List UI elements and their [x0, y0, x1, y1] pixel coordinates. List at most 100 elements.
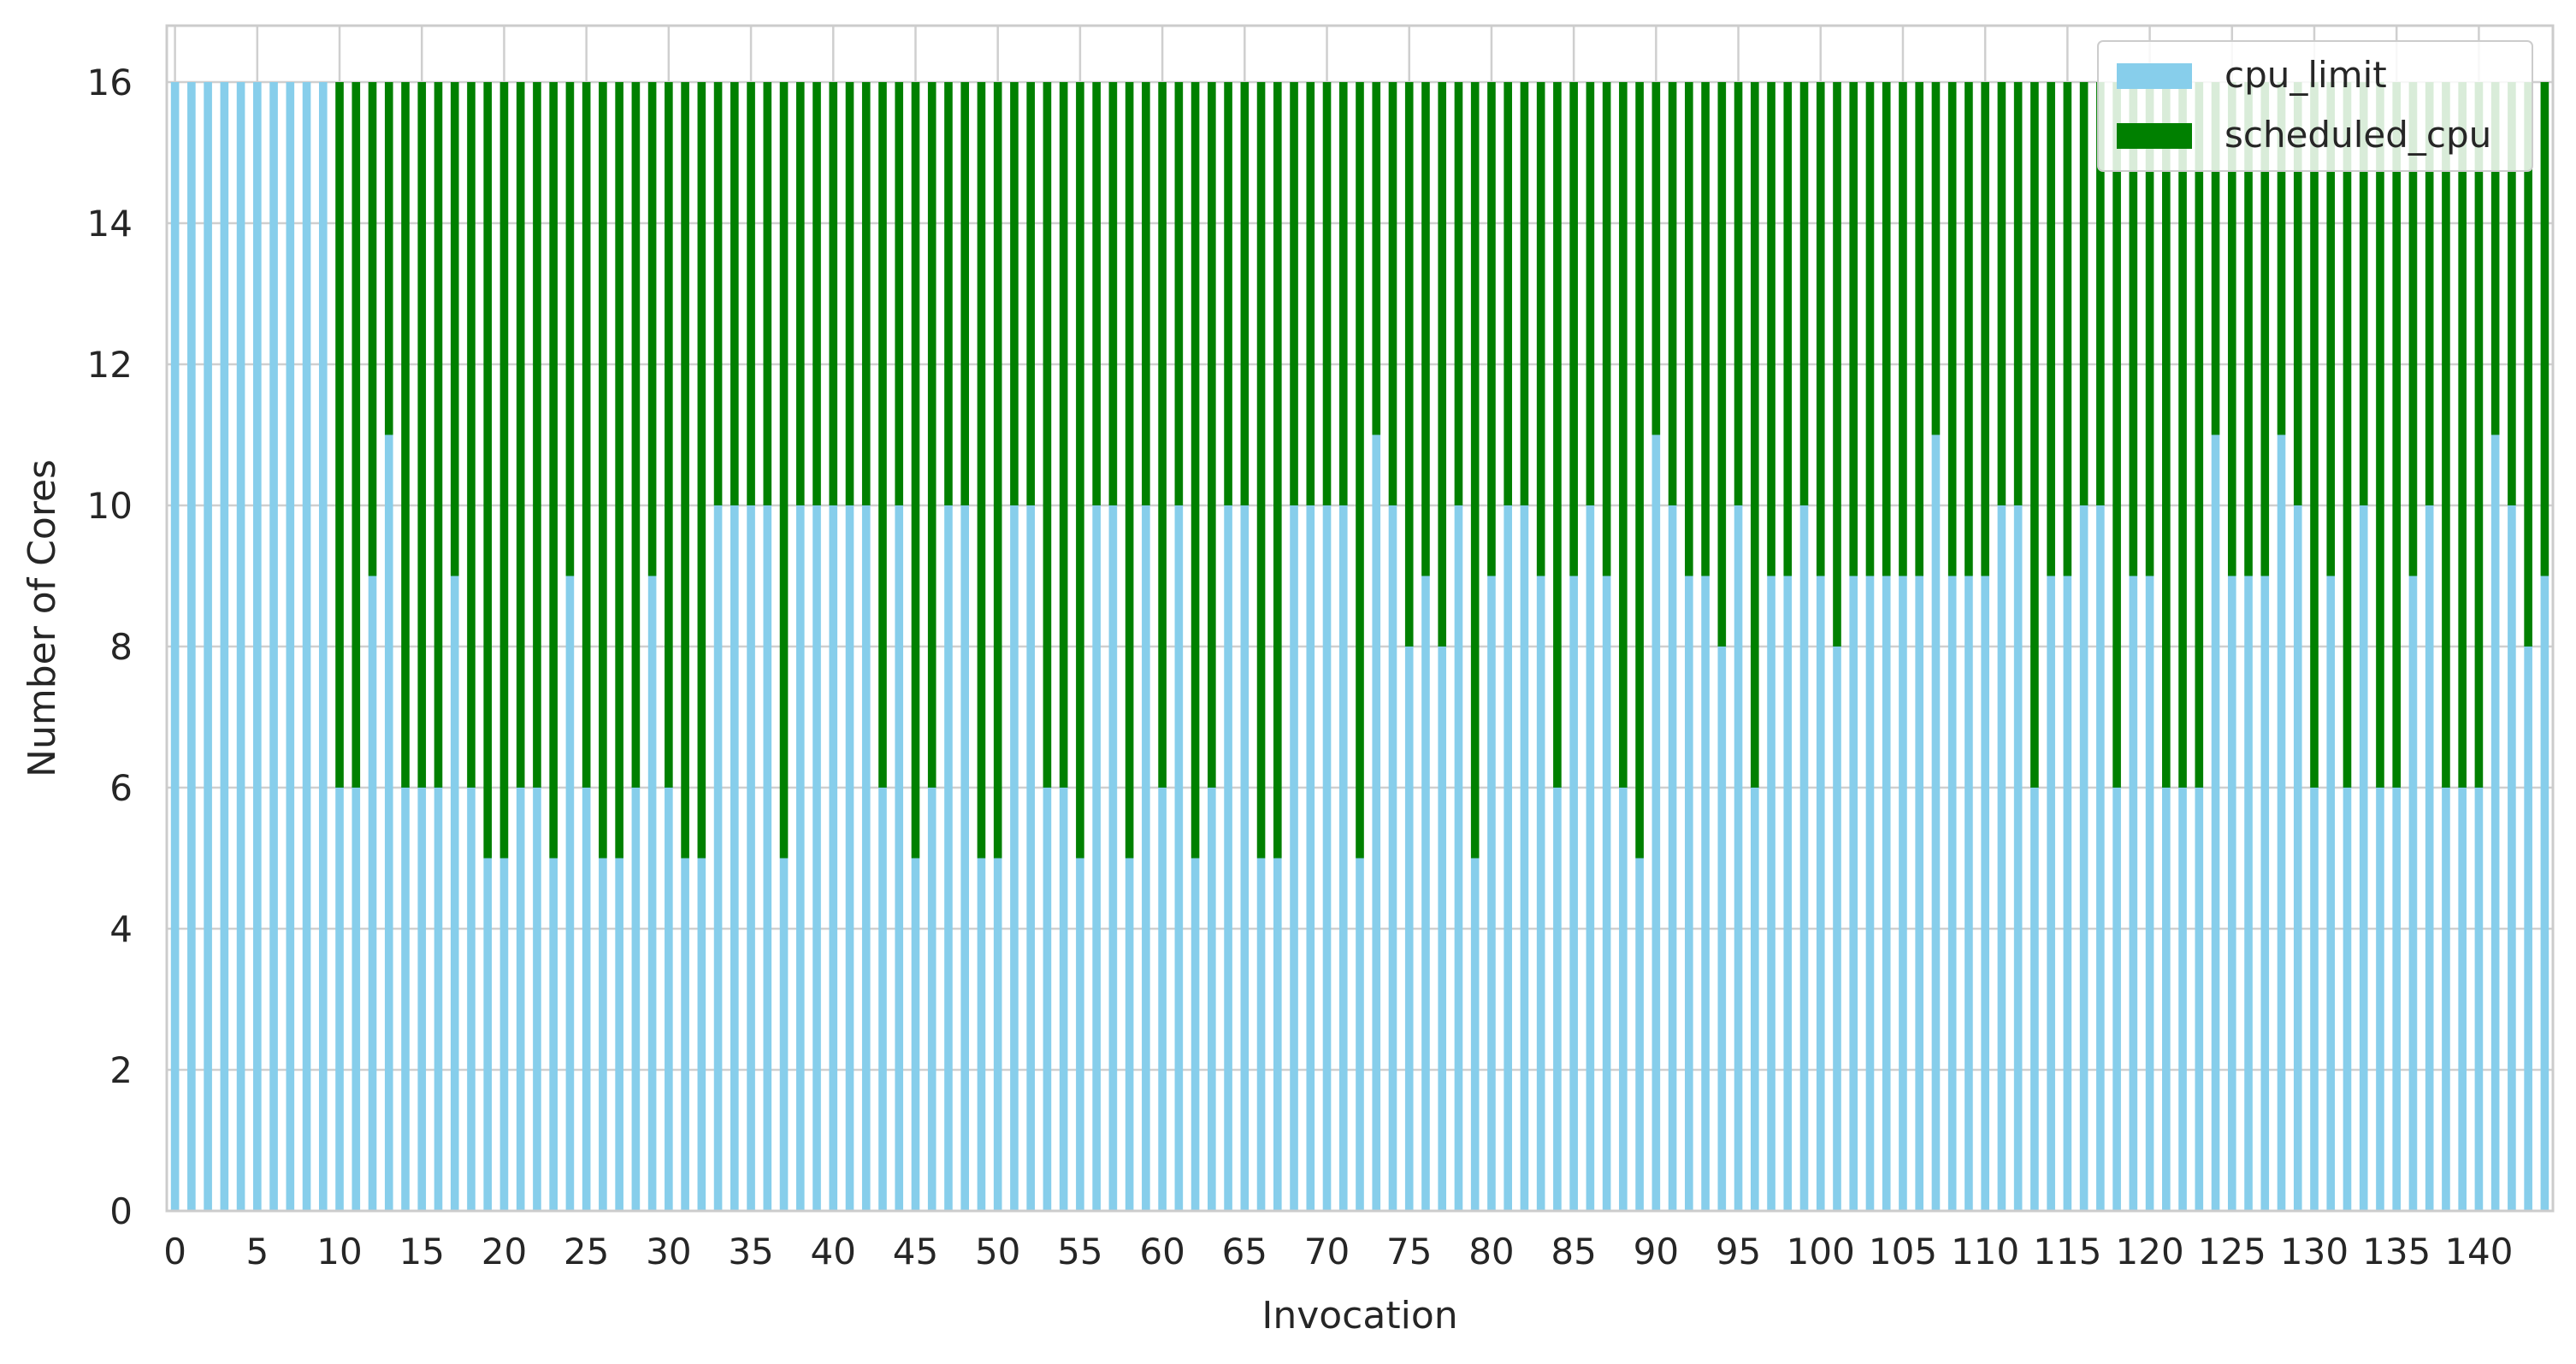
bar-cpu-limit: [2310, 788, 2319, 1211]
x-tick-label: 65: [1222, 1231, 1267, 1272]
bar-scheduled-cpu: [1306, 82, 1315, 505]
x-axis-label: Invocation: [1261, 1294, 1457, 1337]
bar-scheduled-cpu: [1421, 82, 1430, 576]
x-tick-label: 75: [1386, 1231, 1432, 1272]
bar-scheduled-cpu: [1438, 82, 1447, 647]
bar-cpu-limit: [763, 505, 772, 1211]
bar-scheduled-cpu: [878, 82, 887, 788]
bar-cpu-limit: [1256, 858, 1266, 1211]
bar-cpu-limit: [631, 788, 641, 1211]
bar-cpu-limit: [1322, 505, 1332, 1211]
bar-cpu-limit: [1553, 788, 1562, 1211]
y-tick-label: 12: [87, 344, 133, 386]
bar-scheduled-cpu: [1799, 82, 1809, 505]
bar-scheduled-cpu: [2310, 82, 2319, 788]
bar-scheduled-cpu: [647, 82, 657, 576]
bar-scheduled-cpu: [1619, 82, 1628, 788]
bar-cpu-limit: [2227, 576, 2236, 1211]
x-tick-label: 90: [1634, 1231, 1679, 1272]
x-tick-label: 70: [1304, 1231, 1350, 1272]
bar-scheduled-cpu: [2359, 82, 2368, 505]
bar-scheduled-cpu: [960, 82, 970, 505]
bar-cpu-limit: [2425, 505, 2434, 1211]
bar-scheduled-cpu: [1108, 82, 1118, 505]
bar-cpu-limit: [417, 788, 427, 1211]
bar-scheduled-cpu: [516, 82, 525, 788]
bar-scheduled-cpu: [2244, 82, 2253, 576]
bar-scheduled-cpu: [1076, 82, 1084, 859]
bar-cpu-limit: [2442, 788, 2450, 1211]
bar-cpu-limit: [878, 788, 887, 1211]
bar-cpu-limit: [845, 505, 854, 1211]
bar-cpu-limit: [2162, 788, 2171, 1211]
bar-cpu-limit: [2030, 788, 2039, 1211]
bar-cpu-limit: [2326, 576, 2336, 1211]
bar-scheduled-cpu: [2540, 82, 2549, 576]
bar-cpu-limit: [269, 82, 278, 1211]
bar-scheduled-cpu: [665, 82, 673, 788]
bar-cpu-limit: [467, 788, 476, 1211]
legend-swatch-cpu-limit: [2117, 63, 2192, 89]
bar-scheduled-cpu: [2458, 82, 2467, 788]
x-tick-label: 135: [2362, 1231, 2431, 1272]
bar-scheduled-cpu: [1899, 82, 1907, 576]
bar-cpu-limit: [1208, 788, 1216, 1211]
bar-cpu-limit: [1931, 434, 1941, 1211]
bar-scheduled-cpu: [927, 82, 936, 788]
bar-cpu-limit: [895, 505, 904, 1211]
bar-scheduled-cpu: [335, 82, 344, 788]
bar-cpu-limit: [302, 82, 311, 1211]
bar-scheduled-cpu: [1651, 82, 1661, 435]
bar-cpu-limit: [944, 505, 953, 1211]
bar-cpu-limit: [1010, 505, 1019, 1211]
bar-scheduled-cpu: [1635, 82, 1644, 859]
bar-scheduled-cpu: [1734, 82, 1743, 505]
bar-cpu-limit: [236, 82, 245, 1211]
bar-scheduled-cpu: [384, 82, 393, 435]
y-tick-label: 16: [87, 62, 133, 103]
bar-scheduled-cpu: [2145, 82, 2154, 576]
bar-cpu-limit: [220, 82, 229, 1211]
bar-cpu-limit: [2540, 576, 2549, 1211]
bar-scheduled-cpu: [2227, 82, 2236, 576]
bar-cpu-limit: [2490, 434, 2500, 1211]
bar-scheduled-cpu: [2162, 82, 2171, 788]
bar-cpu-limit: [549, 858, 558, 1211]
bar-cpu-limit: [2145, 576, 2154, 1211]
bar-cpu-limit: [1026, 505, 1035, 1211]
bar-scheduled-cpu: [779, 82, 789, 859]
bar-scheduled-cpu: [1158, 82, 1167, 788]
bar-scheduled-cpu: [2408, 82, 2418, 576]
bar-scheduled-cpu: [1059, 82, 1068, 788]
x-tick-label: 130: [2280, 1231, 2349, 1272]
bar-scheduled-cpu: [417, 82, 427, 788]
bar-scheduled-cpu: [1849, 82, 1858, 576]
bar-scheduled-cpu: [2343, 82, 2352, 788]
bar-scheduled-cpu: [1520, 82, 1529, 505]
bar-cpu-limit: [977, 858, 986, 1211]
bar-scheduled-cpu: [1964, 82, 1973, 576]
bar-cpu-limit: [1619, 788, 1628, 1211]
bar-cpu-limit: [1685, 576, 1693, 1211]
bar-cpu-limit: [1964, 576, 1973, 1211]
bar-scheduled-cpu: [401, 82, 410, 788]
bar-scheduled-cpu: [2425, 82, 2434, 505]
bar-scheduled-cpu: [1224, 82, 1232, 505]
bar-scheduled-cpu: [1010, 82, 1019, 505]
bar-scheduled-cpu: [2063, 82, 2072, 576]
bar-scheduled-cpu: [2293, 82, 2302, 505]
bar-scheduled-cpu: [631, 82, 641, 788]
y-tick-label: 2: [109, 1049, 133, 1091]
bar-cpu-limit: [1273, 858, 1282, 1211]
bar-cpu-limit: [170, 82, 180, 1211]
bar-cpu-limit: [2260, 576, 2270, 1211]
bar-cpu-limit: [1356, 858, 1364, 1211]
bar-scheduled-cpu: [450, 82, 459, 576]
bar-cpu-limit: [1174, 505, 1184, 1211]
bar-scheduled-cpu: [2326, 82, 2336, 576]
bar-cpu-limit: [1487, 576, 1496, 1211]
bar-cpu-limit: [1750, 788, 1759, 1211]
bar-scheduled-cpu: [1142, 82, 1150, 505]
bar-scheduled-cpu: [1372, 82, 1381, 435]
